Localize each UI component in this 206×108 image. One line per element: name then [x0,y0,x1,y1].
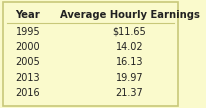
Text: 16.13: 16.13 [116,57,143,68]
FancyBboxPatch shape [3,2,178,106]
Text: 1995: 1995 [16,27,40,37]
Text: 2000: 2000 [16,42,40,52]
Text: Year: Year [16,10,40,20]
Text: 21.37: 21.37 [116,88,143,98]
Text: Average Hourly Earnings: Average Hourly Earnings [60,10,199,20]
Text: 14.02: 14.02 [116,42,143,52]
Text: 2005: 2005 [16,57,40,68]
Text: 2016: 2016 [16,88,40,98]
Text: 19.97: 19.97 [116,73,143,83]
Text: 2013: 2013 [16,73,40,83]
Text: $11.65: $11.65 [113,27,146,37]
